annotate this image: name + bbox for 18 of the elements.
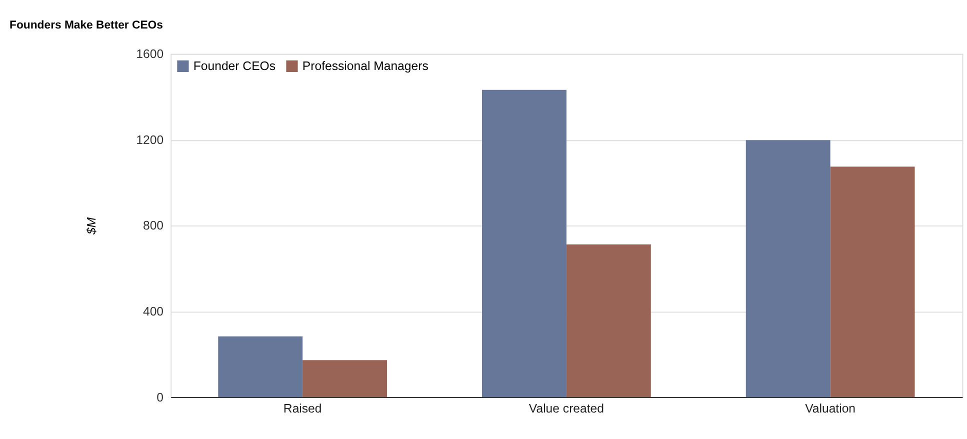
legend-label: Founder CEOs [193, 58, 276, 73]
bar [218, 336, 303, 398]
bar [746, 140, 830, 398]
x-tick-label: Valuation [805, 402, 856, 416]
bar [302, 360, 388, 398]
y-tick-label: 800 [142, 218, 164, 233]
x-tick-label: Value created [528, 402, 604, 416]
bar [566, 244, 651, 398]
y-tick-label: 400 [142, 304, 164, 319]
x-tick-label: Raised [283, 402, 322, 416]
y-tick-label: 1600 [136, 47, 164, 62]
y-tick-label: 0 [156, 390, 164, 404]
bar [830, 166, 915, 398]
text: Founders Make Better CEOs [10, 19, 163, 32]
y-tick-label: 1200 [136, 132, 164, 147]
y-axis-title: $M [84, 216, 98, 236]
bar [482, 90, 566, 398]
legend-label: Professional Managers [302, 58, 428, 73]
